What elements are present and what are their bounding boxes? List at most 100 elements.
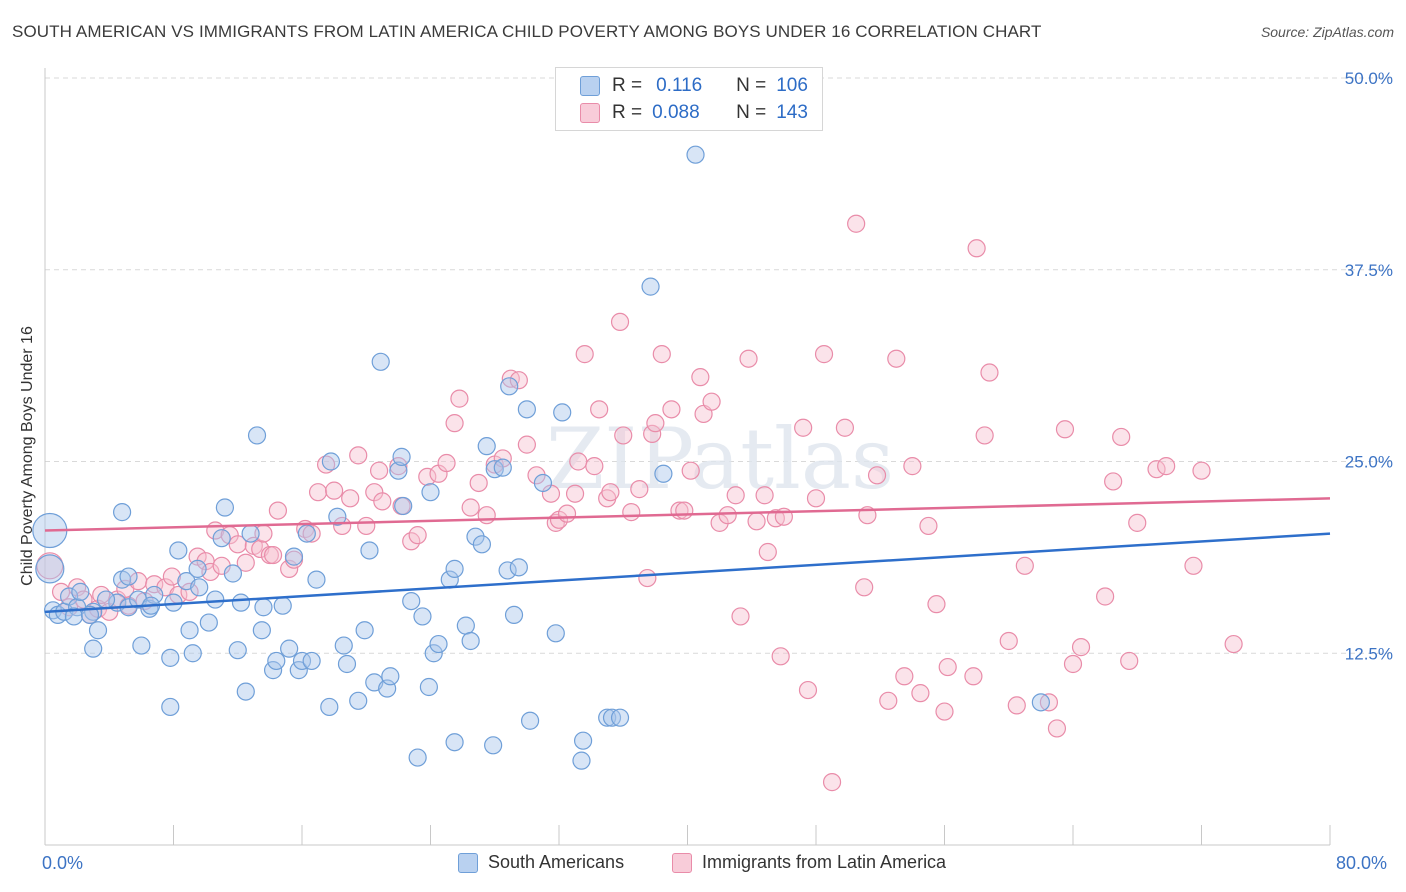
point-immigrant	[228, 535, 247, 554]
point-south-american	[169, 541, 188, 560]
point-south-american	[84, 639, 103, 658]
point-immigrant	[1096, 587, 1115, 606]
point-south-american	[429, 634, 448, 654]
point-south-american	[212, 529, 231, 548]
source-label: Source: ZipAtlas.com	[1260, 24, 1394, 40]
point-south-american	[493, 458, 512, 477]
point-immigrant	[1055, 420, 1075, 439]
point-immigrant	[236, 553, 255, 572]
data-points	[32, 145, 1243, 792]
point-south-american	[334, 636, 353, 655]
point-south-american	[88, 621, 108, 640]
point-south-american	[190, 578, 209, 597]
bottom-legend-label: Immigrants from Latin America	[702, 852, 947, 872]
point-south-american	[183, 644, 202, 663]
point-immigrant	[855, 578, 874, 597]
point-south-american	[419, 677, 438, 697]
point-south-american	[654, 464, 673, 483]
point-immigrant	[1007, 696, 1026, 715]
point-immigrant	[408, 526, 427, 545]
point-south-american	[247, 426, 267, 445]
point-south-american	[161, 697, 180, 717]
point-immigrant	[450, 389, 469, 408]
point-south-american	[284, 547, 304, 566]
point-south-american	[392, 447, 411, 466]
point-south-american	[71, 582, 90, 601]
legend-row-immigrants: R = 0.088 N = 143	[580, 101, 808, 125]
point-south-american	[509, 558, 528, 577]
point-south-american	[402, 591, 421, 611]
bottom-legend-label: South Americans	[488, 852, 625, 872]
point-immigrant	[509, 371, 528, 390]
point-south-american	[598, 708, 617, 727]
point-immigrant	[755, 486, 774, 505]
point-immigrant	[614, 426, 633, 445]
point-south-american	[96, 590, 116, 609]
chart-title: SOUTH AMERICAN VS IMMIGRANTS FROM LATIN …	[12, 22, 1042, 41]
point-south-american	[394, 496, 413, 516]
point-south-american	[328, 507, 347, 526]
point-immigrant	[675, 501, 694, 520]
y-tick-label: 12.5%	[1345, 644, 1393, 663]
point-immigrant	[771, 647, 790, 666]
legend-n-label: N =	[736, 75, 767, 96]
point-immigrant	[180, 582, 199, 601]
point-immigrant	[590, 400, 609, 419]
point-south-american	[215, 498, 234, 517]
bottom-legend-immigrants: Immigrants from Latin America	[672, 852, 946, 873]
point-immigrant	[758, 542, 777, 562]
y-tick-label: 50.0%	[1345, 69, 1393, 88]
point-south-american	[572, 751, 591, 770]
point-south-american	[389, 461, 408, 480]
point-immigrant	[1104, 472, 1123, 491]
point-south-american	[337, 654, 357, 674]
point-immigrant	[798, 680, 818, 700]
point-south-american	[424, 644, 443, 663]
point-immigrant	[1224, 634, 1243, 654]
point-immigrant	[36, 552, 64, 580]
point-immigrant	[557, 504, 577, 523]
point-south-american	[254, 598, 273, 617]
point-south-american	[307, 570, 326, 589]
trend-line-immigrants	[44, 497, 1331, 532]
point-immigrant	[747, 512, 766, 531]
legend-r-label: R =	[612, 102, 643, 123]
point-south-american	[302, 651, 321, 671]
point-immigrant	[349, 446, 368, 465]
point-south-american	[349, 691, 368, 710]
point-south-american	[371, 352, 390, 371]
point-immigrant	[935, 702, 954, 721]
point-immigrant	[162, 567, 181, 586]
point-immigrant	[1128, 513, 1147, 532]
point-immigrant	[919, 516, 938, 536]
point-immigrant	[895, 667, 914, 686]
point-immigrant	[418, 467, 437, 486]
point-immigrant	[316, 455, 336, 474]
point-immigrant	[357, 516, 376, 536]
point-immigrant	[268, 501, 288, 520]
point-immigrant	[903, 457, 922, 476]
legend-r-label: R =	[612, 75, 643, 96]
point-immigrant	[565, 484, 585, 503]
point-south-american	[641, 277, 660, 296]
point-immigrant	[911, 684, 930, 703]
point-south-american	[484, 736, 503, 755]
point-immigrant	[967, 239, 986, 258]
point-south-american	[1031, 693, 1050, 712]
point-immigrant	[879, 691, 898, 710]
point-immigrant	[325, 481, 344, 500]
point-south-american	[80, 605, 100, 625]
point-immigrant	[585, 457, 604, 476]
point-immigrant	[691, 368, 710, 387]
x-tick-label-max: 80.0%	[1336, 853, 1388, 873]
point-immigrant	[794, 418, 813, 437]
y-tick-label: 25.0%	[1345, 453, 1393, 472]
point-south-american	[461, 631, 480, 651]
point-immigrant	[726, 486, 745, 505]
point-immigrant	[263, 545, 283, 565]
point-immigrant	[887, 349, 906, 368]
point-immigrant	[1157, 457, 1176, 476]
point-immigrant	[622, 503, 641, 522]
point-south-american	[236, 682, 255, 701]
bottom-legend-swatch-blue	[458, 852, 478, 873]
